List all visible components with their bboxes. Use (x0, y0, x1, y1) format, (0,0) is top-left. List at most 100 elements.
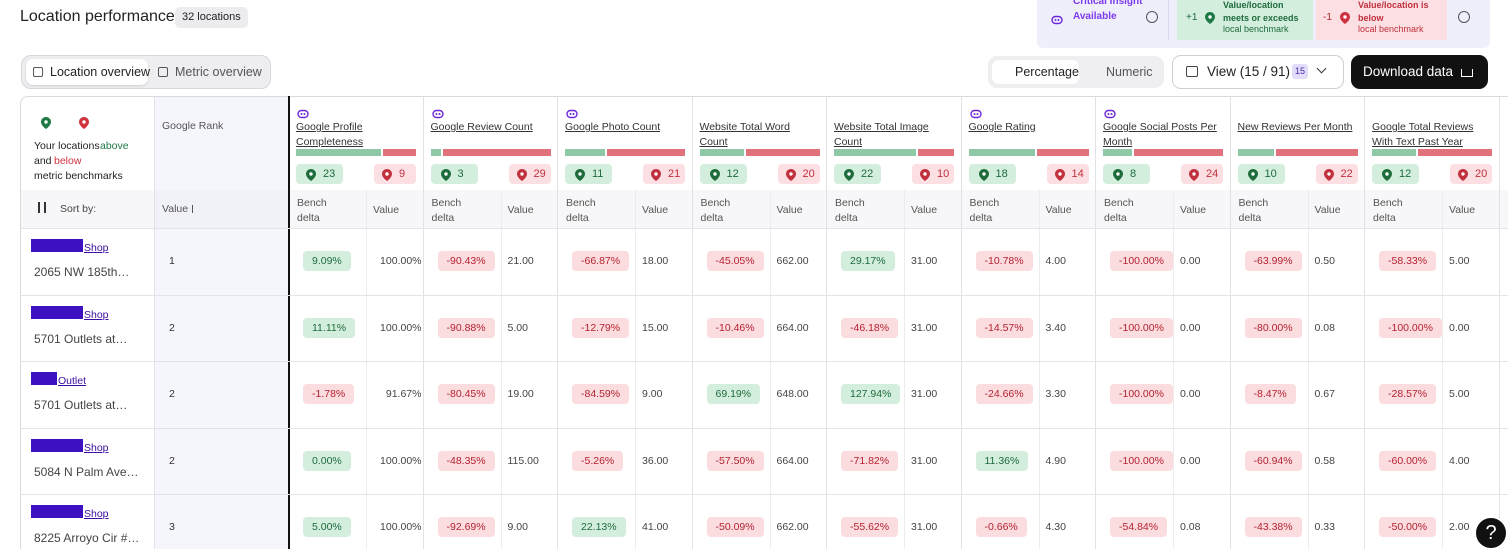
metric-name[interactable]: Google Review Count (430, 121, 533, 133)
cell-value: 664.00 (776, 454, 809, 467)
insight-svg (969, 109, 982, 119)
delta-badge: -60.94% (1244, 450, 1302, 471)
metric-name[interactable]: New Reviews Per Month (1237, 121, 1353, 133)
cell-value: 3.40 (1045, 321, 1066, 334)
pin-svg (1189, 169, 1199, 181)
delta-badge: -50.09% (706, 517, 764, 537)
metric-name[interactable]: Website Total Image Count (834, 121, 929, 148)
sub-header[interactable]: Bench delta (969, 197, 1000, 224)
count-chip-above (834, 164, 881, 184)
sub-header[interactable]: Bench delta (700, 197, 731, 224)
legend-above-bold: Value/location meets or exceeds (1223, 0, 1299, 23)
help-button[interactable]: ? (1474, 516, 1508, 549)
location-name[interactable]: Shop (84, 242, 109, 254)
pin-svg (1340, 12, 1350, 24)
sort-label[interactable]: Sort by: (60, 203, 97, 215)
subcol-divider (1442, 190, 1443, 549)
sub-header[interactable]: Bench delta (835, 197, 865, 224)
sub-header[interactable]: Value (1045, 204, 1072, 216)
delta-badge: 0.00% (303, 450, 351, 471)
tab-icon (33, 67, 43, 77)
sub-header[interactable]: Value (776, 204, 803, 216)
row-border (21, 228, 1508, 229)
count-chip-below (1181, 164, 1223, 184)
pin-icon (785, 168, 796, 181)
sub-header[interactable]: Value (373, 204, 400, 216)
count-badge: 32 locations (175, 7, 248, 28)
sub-header[interactable]: Value (1314, 204, 1341, 216)
insight-shape (1104, 109, 1116, 119)
download-label[interactable]: Download data (1363, 64, 1454, 79)
count-chip-below (374, 164, 416, 184)
bar-above (1237, 149, 1274, 156)
toggle-option[interactable] (992, 60, 1079, 84)
sub-header[interactable]: Bench delta (297, 197, 327, 224)
location-name[interactable]: Shop (84, 308, 109, 321)
rank-header[interactable]: Google Rank (162, 120, 224, 132)
delta-badge: -90.88% (437, 317, 495, 338)
sub-header[interactable]: Bench delta (566, 197, 596, 224)
sub-header[interactable]: Bench delta (1104, 197, 1134, 224)
pin-svg (382, 169, 392, 181)
sub-header[interactable]: Value (1449, 204, 1476, 216)
pin-icon (1340, 11, 1350, 24)
toggle-label[interactable]: Numeric (1106, 65, 1153, 79)
sub-header[interactable]: Bench delta (1373, 197, 1403, 224)
corner-above: above (100, 140, 129, 152)
count-above: 18 (995, 168, 1008, 180)
location-name[interactable]: Shop (84, 441, 109, 454)
sub-header[interactable]: Value (1180, 204, 1207, 216)
view-button[interactable] (1172, 55, 1344, 89)
cell-value: 0.08 (1314, 321, 1335, 334)
tab-label[interactable]: Location overview (50, 65, 151, 79)
location-address: 5084 N Palm Ave… (34, 464, 139, 479)
sub-header[interactable]: Bench delta (431, 197, 462, 224)
metric-name[interactable]: Google Profile Completeness (296, 121, 364, 148)
bar-above (834, 149, 916, 156)
metric-name[interactable]: Website Total Word Count (699, 121, 790, 148)
insight-icon (1051, 12, 1063, 25)
insight-eye (1057, 19, 1060, 21)
rank-sub[interactable]: Value (162, 203, 189, 215)
metric-name[interactable]: Google Total Reviews With Text Past Year (1372, 121, 1474, 148)
cell-value: 4.00 (1449, 454, 1470, 467)
metric-name[interactable]: Google Social Posts Per Month (1103, 121, 1217, 148)
location-address: 5701 Outlets at… (34, 331, 128, 346)
tab-label[interactable]: Metric overview (175, 65, 262, 79)
count-chip-below (643, 164, 685, 184)
delta-badge: -100.00% (1110, 384, 1173, 404)
cell-value: 31.00 (911, 454, 938, 467)
pin-svg (306, 169, 316, 181)
count-above: 10 (1264, 168, 1277, 180)
tab[interactable] (26, 59, 148, 85)
subheader-rank-bg (155, 190, 288, 228)
cell-value: 0.00 (1180, 454, 1201, 467)
metric-name[interactable]: Google Rating (968, 121, 1036, 133)
subcol-divider (904, 190, 905, 549)
location-address: 2065 NW 185th… (34, 265, 130, 279)
metric-name[interactable]: Google Photo Count (565, 121, 661, 133)
sub-header[interactable]: Value (507, 204, 534, 216)
count-chip-below (1315, 164, 1358, 184)
legend-divider (1168, 0, 1169, 40)
count-chip-below (912, 164, 954, 184)
location-name[interactable]: Shop (84, 508, 109, 520)
count-chip-above (430, 164, 478, 184)
cell-value: 0.00 (1180, 321, 1201, 334)
cell-value: 4.00 (1045, 255, 1066, 267)
cell-value: 0.08 (1180, 521, 1201, 533)
pin-dot (385, 172, 389, 176)
download-button[interactable] (1351, 55, 1488, 89)
insight-eye (572, 113, 575, 115)
cell-value: 100.00% (380, 255, 422, 267)
location-name[interactable]: Outlet (58, 375, 87, 387)
sub-header[interactable]: Value (911, 204, 938, 216)
insight-shape (297, 109, 309, 119)
sub-header[interactable]: Bench delta (1238, 197, 1269, 224)
cell-value: 100.00% (380, 521, 422, 533)
toggle-label[interactable]: Percentage (1015, 65, 1079, 79)
count-below: 20 (1475, 168, 1488, 180)
cell-value: 36.00 (642, 454, 669, 467)
sub-header[interactable]: Value (642, 204, 669, 216)
view-label[interactable]: View (15 / 91) (1207, 64, 1291, 79)
